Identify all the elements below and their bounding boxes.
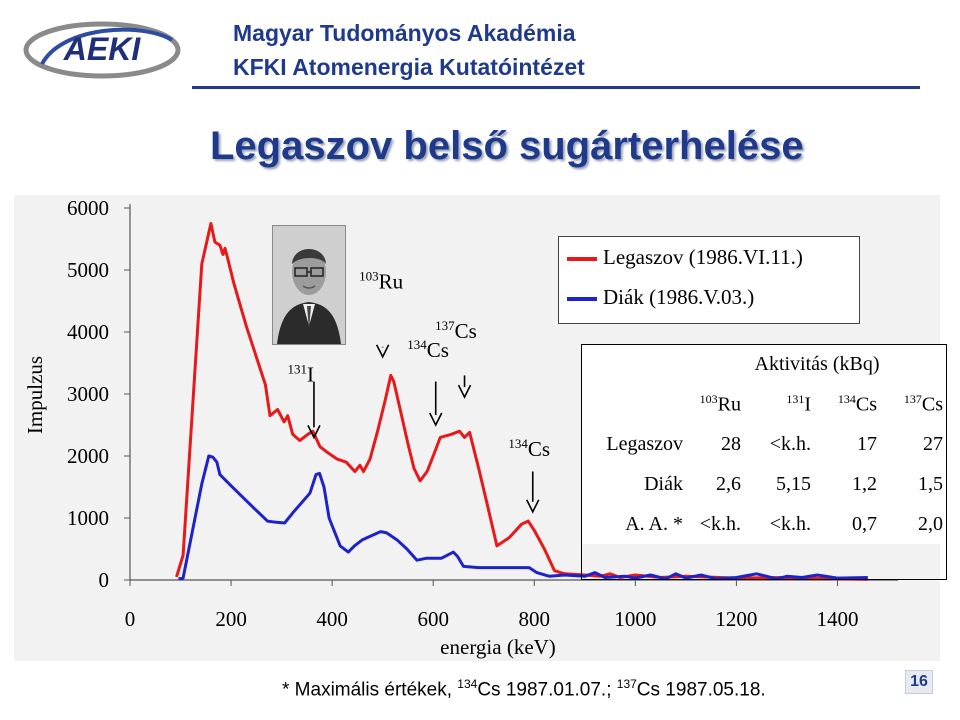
annotation-arrowhead: [457, 384, 472, 399]
table-row: A. A. * <k.h. <k.h. 0,7 2,0: [581, 504, 947, 544]
table-cell: 1,5: [918, 472, 943, 495]
series-line-diak: [178, 454, 868, 581]
x-tick-label: 600: [417, 607, 449, 631]
legend-item-diak: Diák (1986.V.03.): [567, 285, 754, 310]
legend-swatch-legaszov: [567, 257, 597, 262]
institute-line-2: KFKI Atomenergia Kutatóintézet: [233, 54, 585, 80]
isotope-header-row: 103Ru 131I 134Cs 137Cs: [581, 384, 947, 424]
table-cell: 27: [923, 432, 943, 455]
chart-legend: Legaszov (1986.VI.11.) Diák (1986.V.03.): [558, 236, 860, 324]
activity-table-title: Aktivitás (kBq): [754, 352, 880, 375]
x-tick-label: 200: [215, 607, 247, 631]
isotope-header: 103Ru: [699, 391, 741, 416]
legend-item-legaszov: Legaszov (1986.VI.11.): [567, 245, 803, 270]
table-cell: 28: [721, 432, 741, 455]
legend-swatch-diak: [567, 297, 597, 302]
x-tick-label: 1000: [614, 607, 656, 631]
table-cell: 5,15: [776, 472, 811, 495]
row-label: A. A. *: [625, 512, 683, 535]
table-row: Diák 2,6 5,15 1,2 1,5: [581, 464, 947, 504]
header-divider: [192, 86, 920, 89]
row-label: Diák: [644, 472, 683, 495]
annotation-arrowhead: [375, 344, 390, 359]
isotope-header: 134Cs: [837, 391, 877, 416]
y-tick-label: 6000: [67, 196, 109, 220]
y-tick-label: 2000: [67, 444, 109, 468]
isotope-header: 131I: [786, 391, 811, 416]
slide-title: Legaszov belső sugárterhelése: [210, 124, 804, 168]
annotation-label: 134Cs: [508, 436, 550, 461]
annotation-label: 131I: [288, 362, 315, 387]
annotation-label: 137Cs: [435, 318, 477, 343]
table-row: Legaszov 28 <k.h. 17 27: [581, 424, 947, 464]
table-cell: 17: [857, 432, 877, 455]
footnote: * Maximális értékek, 134Cs 1987.01.07.; …: [282, 677, 766, 701]
annotation-label: 134Cs: [407, 337, 449, 362]
row-label: Legaszov: [606, 432, 683, 455]
x-tick-label: 1200: [715, 607, 757, 631]
legend-label: Legaszov (1986.VI.11.): [603, 245, 803, 269]
y-tick-label: 4000: [67, 320, 109, 344]
legend-label: Diák (1986.V.03.): [603, 285, 755, 309]
x-tick-label: 0: [125, 607, 136, 631]
table-cell: 1,2: [852, 472, 877, 495]
y-tick-label: 0: [99, 568, 110, 592]
page-number: 16: [905, 670, 933, 694]
logo-text: AEKI: [63, 31, 142, 67]
table-cell: 2,6: [716, 472, 741, 495]
activity-table: Aktivitás (kBq) 103Ru 131I 134Cs 137Cs L…: [581, 344, 947, 544]
aeki-logo: AEKI: [23, 21, 181, 79]
institute-line-1: Magyar Tudományos Akadémia: [233, 20, 576, 46]
y-axis-label: Impulzus: [23, 356, 47, 434]
y-tick-label: 3000: [67, 382, 109, 406]
annotation-arrowhead: [429, 412, 443, 427]
table-cell: 0,7: [852, 512, 877, 535]
table-cell: <k.h.: [769, 432, 811, 455]
table-cell: <k.h.: [769, 512, 811, 535]
table-cell: <k.h.: [699, 512, 741, 535]
y-tick-label: 5000: [67, 258, 109, 282]
y-tick-label: 1000: [67, 506, 109, 530]
annotation-arrowhead: [307, 425, 321, 440]
table-cell: 2,0: [918, 512, 943, 535]
isotope-header: 137Cs: [903, 391, 943, 416]
x-axis-label: energia (keV): [440, 635, 556, 659]
portrait-photo: [272, 225, 346, 345]
x-tick-label: 1400: [816, 607, 858, 631]
annotation-label: 103Ru: [359, 269, 404, 294]
x-tick-label: 800: [519, 607, 551, 631]
x-tick-label: 400: [316, 607, 348, 631]
annotation-arrowhead: [526, 499, 540, 514]
